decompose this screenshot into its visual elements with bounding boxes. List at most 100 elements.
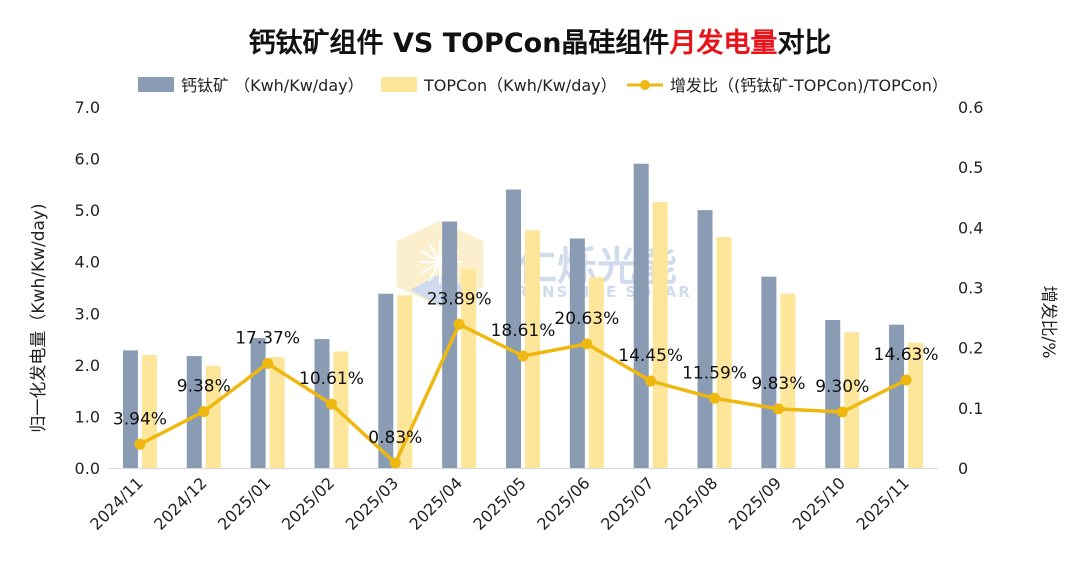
- left-tick-label: 7.0: [75, 98, 100, 117]
- ratio-point-2025-07: [645, 375, 657, 387]
- perovskite-bar-2025-03: [378, 293, 394, 468]
- right-axis: 0 0.1 0.2 0.3 0.4 0.5 0.6: [958, 98, 983, 478]
- ratio-point-2025-08: [709, 392, 721, 404]
- perovskite-bar-2024-11: [122, 350, 138, 468]
- ratio-data-label: 10.61%: [299, 369, 364, 389]
- left-axis-title: 归一化发电量（Kwh/Kw/day): [29, 203, 49, 432]
- title-part-1: 钙钛矿组件 VS TOPCon晶硅组件: [249, 27, 670, 59]
- left-tick-label: 5.0: [75, 201, 100, 220]
- left-tick-label: 6.0: [75, 150, 100, 169]
- topcon-bar-2025-03: [397, 295, 413, 468]
- legend-marker: [640, 80, 650, 90]
- x-tick-label: 2025/06: [533, 473, 593, 533]
- x-tick-label: 2025/01: [214, 473, 274, 533]
- perovskite-bar-2025-02: [314, 339, 330, 468]
- x-tick-label: 2025/10: [789, 473, 849, 533]
- ratio-point-2025-09: [772, 403, 784, 415]
- legend-swatch-1: [138, 77, 174, 92]
- legend-label-3: 增发比（(钙钛矿-TOPCon)/TOPCon）: [670, 76, 948, 95]
- ratio-data-label: 17.37%: [235, 328, 300, 348]
- x-tick-label: 2025/09: [725, 473, 785, 533]
- ratio-data-label: 9.38%: [177, 377, 231, 397]
- perovskite-bar-2025-05: [506, 189, 521, 468]
- x-tick-label: 2025/07: [597, 473, 657, 533]
- title-part-3: 对比: [777, 28, 831, 59]
- topcon-bar-2025-02: [333, 351, 349, 468]
- legend: 钙钛矿 （Kwh/Kw/day） TOPCon（Kwh/Kw/day） 增发比（(钙…: [138, 76, 948, 95]
- perovskite-bar-2025-10: [825, 319, 841, 468]
- ratio-data-label: 0.83%: [368, 428, 422, 448]
- right-tick-label: 0.2: [958, 339, 983, 358]
- ratio-line-layer: 3.94% 9.38% 17.37% 10.61% 0.83% 23.89% 18.61%2…: [113, 289, 939, 469]
- legend-label-1: 钙钛矿 （Kwh/Kw/day）: [181, 76, 364, 95]
- right-tick-label: 0.3: [958, 279, 983, 298]
- topcon-bar-2025-04: [461, 268, 477, 468]
- ratio-point-2025-02: [325, 398, 337, 410]
- right-tick-label: 0.6: [958, 98, 983, 117]
- topcon-bar-2025-08: [716, 236, 732, 468]
- ratio-data-label: 20.63%: [554, 309, 619, 329]
- ratio-point-2025-04: [453, 318, 465, 330]
- perovskite-bar-2025-11: [889, 324, 905, 468]
- x-tick-label: 2025/04: [406, 473, 466, 533]
- x-tick-label: 2024/12: [150, 473, 210, 533]
- legend-swatch-2: [381, 77, 417, 92]
- topcon-bar-2025-11: [908, 342, 924, 468]
- topcon-bar-2025-09: [780, 293, 796, 468]
- bars: [122, 163, 924, 469]
- perovskite-bar-2025-08: [697, 210, 713, 468]
- ratio-data-label: 11.59%: [682, 363, 747, 383]
- chart-title: 钙钛矿组件 VS TOPCon晶硅组件月发电量对比: [249, 27, 832, 59]
- watermark-ray: [428, 242, 441, 263]
- watermark-ray: [420, 261, 441, 274]
- topcon-bar-2025-07: [652, 201, 668, 469]
- x-tick-label: 2025/08: [661, 473, 721, 533]
- ratio-data-label: 23.89%: [427, 289, 492, 309]
- perovskite-bar-2024-12: [186, 356, 202, 468]
- left-tick-label: 3.0: [75, 304, 100, 323]
- ratio-point-2025-05: [517, 350, 529, 362]
- right-tick-label: 0: [958, 459, 968, 478]
- perovskite-bar-2025-07: [633, 163, 649, 468]
- ratio-data-label: 14.45%: [618, 346, 683, 366]
- ratio-point-2024-11: [134, 438, 146, 450]
- ratio-point-2025-03: [389, 457, 401, 469]
- ratio-point-2024-12: [198, 406, 210, 418]
- watermark-ray: [420, 250, 441, 263]
- ratio-data-label: 14.63%: [874, 345, 939, 365]
- ratio-data-label: 3.94%: [113, 409, 167, 429]
- perovskite-bar-2025-06: [569, 238, 585, 468]
- x-tick-label: 2025/03: [342, 473, 402, 533]
- left-tick-label: 1.0: [75, 407, 100, 426]
- ratio-point-2025-10: [836, 406, 848, 418]
- x-tick-label: 2024/11: [86, 473, 146, 533]
- legend-label-2: TOPCon（Kwh/Kw/day）: [423, 76, 617, 95]
- watermark-ray: [428, 261, 441, 282]
- ratio-point-2025-11: [900, 374, 912, 386]
- right-tick-label: 0.5: [958, 158, 983, 177]
- perovskite-bar-2025-09: [761, 276, 777, 468]
- left-axis: 0.0 1.0 2.0 3.0 4.0 5.0 6.0 7.0: [75, 98, 100, 478]
- ratio-point-2025-06: [581, 338, 593, 350]
- x-tick-label: 2025/02: [278, 473, 338, 533]
- ratio-data-label: 9.30%: [815, 377, 869, 397]
- x-tick-label: 2025/11: [852, 473, 912, 533]
- left-tick-label: 2.0: [75, 356, 100, 375]
- topcon-bar-2025-06: [588, 277, 604, 468]
- title-part-2: 月发电量: [668, 27, 777, 59]
- topcon-bar-2025-01: [269, 357, 285, 468]
- ratio-data-label: 18.61%: [491, 321, 556, 341]
- right-axis-title: 增发比/%: [1038, 286, 1058, 359]
- ratio-point-2025-01: [262, 357, 274, 369]
- right-tick-label: 0.1: [958, 399, 983, 418]
- left-tick-label: 0.0: [75, 459, 100, 478]
- perovskite-bar-2025-01: [250, 338, 266, 468]
- topcon-bar-2025-05: [525, 230, 540, 468]
- x-tick-label: 2025/05: [469, 473, 529, 533]
- left-tick-label: 4.0: [75, 253, 100, 272]
- x-axis: 2024/11 2024/12 2025/01 2025/02 2025/03 2025/…: [86, 468, 938, 534]
- topcon-bar-2024-12: [205, 365, 221, 468]
- topcon-bar-2025-10: [844, 332, 860, 468]
- ratio-data-label: 9.83%: [751, 374, 805, 394]
